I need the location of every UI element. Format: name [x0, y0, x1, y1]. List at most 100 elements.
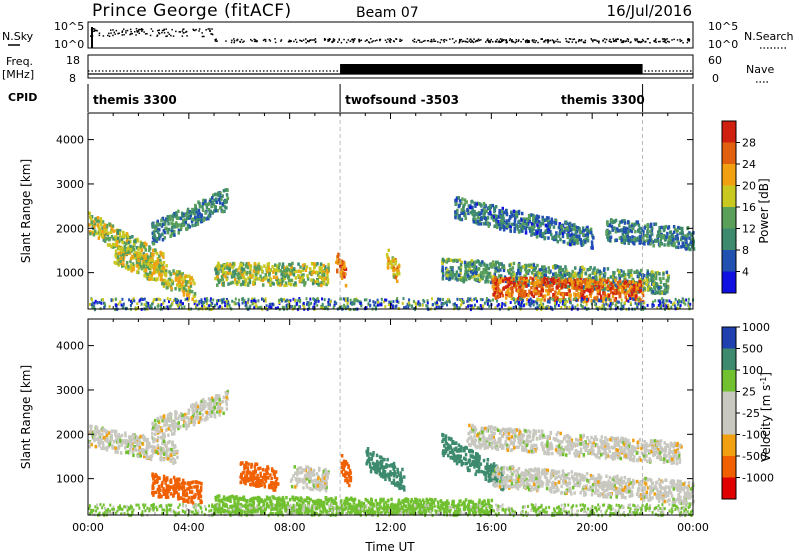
echo-cell	[180, 286, 183, 290]
echo-cell	[118, 231, 122, 235]
nsky-point	[531, 39, 534, 41]
nsky-point	[433, 40, 436, 42]
echo-cell	[172, 269, 175, 273]
echo-cell	[191, 278, 195, 283]
nsky-point	[389, 41, 392, 43]
echo-cell	[320, 270, 324, 274]
echo-cell	[562, 295, 565, 300]
echo-cell	[463, 202, 467, 206]
nsky-point	[476, 39, 478, 42]
nsky-point	[352, 39, 354, 41]
echo-cell	[568, 233, 571, 238]
echo-cell	[360, 304, 363, 308]
echo-cell	[560, 306, 563, 309]
echo-cell	[648, 273, 651, 277]
echo-cell	[309, 267, 312, 271]
echo-cell	[496, 260, 499, 265]
echo-cell	[495, 217, 498, 222]
echo-cell	[241, 273, 244, 277]
echo-cell	[298, 297, 301, 300]
echo-cell	[667, 241, 670, 245]
echo-cell	[225, 206, 228, 210]
echo-cell	[211, 200, 214, 205]
echo-cell	[152, 300, 155, 304]
echo-cell	[466, 208, 469, 213]
echo-cell	[543, 218, 547, 222]
echo-cell	[460, 201, 463, 205]
echo-cell	[120, 303, 123, 307]
echo-cell	[158, 222, 161, 227]
echo-cell	[316, 262, 319, 266]
echo-cell	[634, 270, 637, 274]
echo-cell	[662, 272, 665, 276]
echo-cell	[573, 292, 576, 296]
echo-cell	[159, 261, 163, 266]
echo-cell	[521, 226, 525, 230]
echo-cell	[582, 300, 585, 304]
echo-cell	[178, 302, 181, 306]
nsky-point	[211, 33, 213, 35]
echo-cell	[113, 429, 116, 433]
echo-cell	[553, 264, 557, 268]
echo-cell	[481, 270, 485, 275]
echo-cell	[566, 235, 569, 239]
echo-cell	[168, 270, 171, 274]
echo-cell	[603, 291, 606, 296]
nsky-point	[256, 40, 258, 43]
echo-cell	[139, 298, 142, 302]
echo-cell	[580, 303, 583, 307]
echo-cell	[460, 211, 463, 215]
echo-cell	[283, 269, 286, 273]
echo-cell	[621, 232, 624, 237]
nsky-point	[324, 38, 327, 41]
echo-cell	[343, 261, 346, 266]
echo-cell	[537, 279, 540, 283]
echo-cell	[626, 289, 630, 294]
echo-cell	[446, 273, 449, 278]
echo-cell	[470, 298, 473, 302]
echo-cell	[384, 305, 387, 309]
echo-cell	[327, 266, 330, 270]
nsky-point	[620, 39, 622, 42]
echo-cell	[619, 274, 622, 278]
echo-cell	[327, 303, 330, 306]
echo-cell	[223, 188, 227, 193]
echo-cell	[622, 270, 625, 274]
echo-cell	[231, 273, 235, 277]
echo-cell	[590, 231, 593, 235]
echo-cell	[672, 225, 676, 229]
nsky-point	[198, 28, 201, 30]
echo-cell	[201, 300, 203, 304]
echo-cell	[499, 219, 503, 224]
echo-cell	[343, 306, 346, 310]
echo-cell	[532, 216, 535, 220]
echo-cell	[588, 289, 591, 293]
echo-cell	[541, 233, 545, 237]
echo-cell	[116, 240, 119, 244]
nsky-point	[107, 34, 109, 37]
echo-cell	[547, 216, 550, 220]
echo-cell	[454, 302, 456, 306]
echo-cell	[237, 280, 241, 284]
echo-cell	[89, 302, 91, 306]
echo-cell	[654, 276, 658, 281]
echo-cell	[240, 271, 244, 275]
nsky-point	[615, 40, 618, 43]
echo-cell	[226, 266, 230, 271]
echo-cell	[538, 268, 542, 272]
echo-cell	[457, 196, 460, 200]
echo-cell	[448, 277, 452, 281]
echo-cell	[119, 261, 122, 266]
nsky-point	[115, 29, 118, 32]
echo-cell	[471, 208, 474, 213]
echo-cell	[574, 274, 577, 279]
echo-cell	[518, 300, 521, 304]
nsky-point	[687, 39, 689, 42]
echo-cell	[495, 205, 498, 209]
echo-cell	[474, 204, 477, 208]
echo-cell	[258, 306, 261, 310]
echo-cell	[189, 277, 192, 281]
echo-cell	[636, 236, 639, 240]
echo-cell	[202, 218, 205, 222]
